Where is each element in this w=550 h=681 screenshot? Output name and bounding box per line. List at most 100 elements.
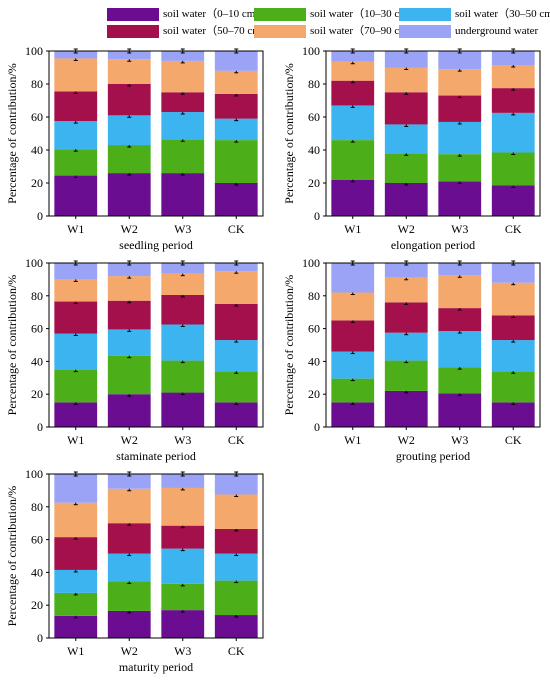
legend-swatch (254, 8, 306, 21)
y-tick-label: 40 (31, 565, 43, 579)
chart-panel: W1 W2 W3 CK 0 20 40 60 80 100 Percentage of contri… (5, 256, 264, 463)
bar-segment (384, 67, 428, 93)
bar-segment (54, 58, 98, 92)
x-tick-label: W2 (398, 222, 415, 236)
bar-segment (331, 140, 375, 180)
bar-segment (161, 139, 205, 174)
bar-segment (161, 294, 205, 325)
bar-segment (214, 304, 258, 341)
legend-item: underground water (399, 25, 538, 38)
bar-segment (331, 292, 375, 321)
bar-segment (491, 112, 535, 153)
bar-segment (438, 308, 482, 332)
x-tick-label: W2 (121, 433, 138, 447)
bar-segment (107, 553, 151, 582)
bar-segment (54, 569, 98, 593)
bar-segment (384, 302, 428, 333)
bar-segment (161, 51, 205, 61)
legend-swatch (107, 25, 159, 38)
y-tick-label: 100 (25, 44, 43, 58)
y-tick-label: 100 (302, 44, 320, 58)
legend-swatch (254, 25, 306, 38)
y-tick-label: 40 (31, 354, 43, 368)
bar-segment (384, 183, 428, 216)
bar-segment (161, 548, 205, 584)
bar-segment (491, 51, 535, 66)
bar-segment (161, 173, 205, 216)
y-tick-label: 60 (31, 110, 43, 124)
bar-segment (491, 263, 535, 283)
bar-segment (107, 355, 151, 395)
bar-segment (214, 51, 258, 71)
bar-segment (438, 51, 482, 70)
y-axis-label: Percentage of contribution/% (5, 486, 19, 627)
bar-segment (107, 276, 151, 301)
legend-item: soil water（30–50 cm） (399, 8, 550, 21)
y-tick-label: 20 (308, 176, 320, 190)
bar-segment (161, 392, 205, 427)
x-tick-label: W1 (67, 644, 84, 658)
chart-panel: W1 W2 W3 CK 0 20 40 60 80 100 Percentage of contri… (5, 44, 264, 252)
bar-segment (107, 581, 151, 611)
x-tick-label: CK (228, 222, 245, 236)
bar-segment (161, 360, 205, 393)
bar-segment (107, 263, 151, 277)
bar-segment (214, 93, 258, 119)
y-tick-label: 100 (25, 256, 43, 270)
bar-segment (214, 183, 258, 216)
bar-segment (161, 474, 205, 488)
bar-segment (107, 329, 151, 356)
bar-segment (491, 282, 535, 316)
x-tick-label: W2 (121, 222, 138, 236)
bar-segment (107, 610, 151, 638)
plot-frame (48, 50, 264, 217)
legend-item: soil water（0–10 cm） (107, 8, 266, 21)
bar-segment (107, 59, 151, 84)
bar-segment (214, 340, 258, 372)
bar-segment (54, 175, 98, 216)
chart-panel: W1 W2 W3 CK 0 20 40 60 80 100 Percentage of contri… (5, 467, 264, 674)
bar-segment (438, 69, 482, 96)
bar-segment (54, 51, 98, 59)
bar-segment (214, 371, 258, 403)
bar-segment (54, 149, 98, 176)
legend-item: soil water（70–90 cm） (254, 25, 419, 38)
bar-segment (214, 271, 258, 304)
bar-segment (107, 84, 151, 116)
bar-segment (54, 537, 98, 570)
bar-segment (438, 181, 482, 216)
chart-title: elongation period (391, 238, 475, 252)
bar-segment (491, 152, 535, 186)
bar-segment (107, 51, 151, 60)
legend-item: soil water（10–30 cm） (254, 8, 419, 21)
x-tick-label: W3 (451, 222, 468, 236)
bar-segment (331, 80, 375, 106)
y-tick-label: 60 (308, 110, 320, 124)
x-tick-label: CK (228, 644, 245, 658)
chart-panel: W1 W2 W3 CK 0 20 40 60 80 100 Percentage of contri… (282, 44, 541, 252)
bar-segment (214, 615, 258, 638)
bar-segment (384, 332, 428, 361)
bar-segment (214, 118, 258, 141)
y-axis-label: Percentage of contribution/% (282, 63, 296, 204)
bar-segment (438, 367, 482, 394)
bar-segment (331, 105, 375, 141)
x-tick-label: CK (505, 222, 522, 236)
bar-segment (54, 301, 98, 334)
legend-label: soil water（30–50 cm） (455, 8, 550, 20)
y-axis-label: Percentage of contribution/% (5, 275, 19, 416)
y-tick-label: 20 (31, 387, 43, 401)
y-tick-label: 80 (31, 77, 43, 91)
bar-segment (214, 494, 258, 529)
bar-segment (54, 402, 98, 427)
bar-segment (107, 300, 151, 330)
y-tick-label: 0 (314, 420, 320, 434)
y-tick-label: 40 (308, 143, 320, 157)
bar-segment (107, 474, 151, 489)
bar-segment (438, 121, 482, 155)
bar-segment (491, 88, 535, 113)
bar-segment (491, 315, 535, 341)
y-tick-label: 0 (37, 209, 43, 223)
bar-segment (491, 65, 535, 89)
bar-segment (54, 91, 98, 122)
